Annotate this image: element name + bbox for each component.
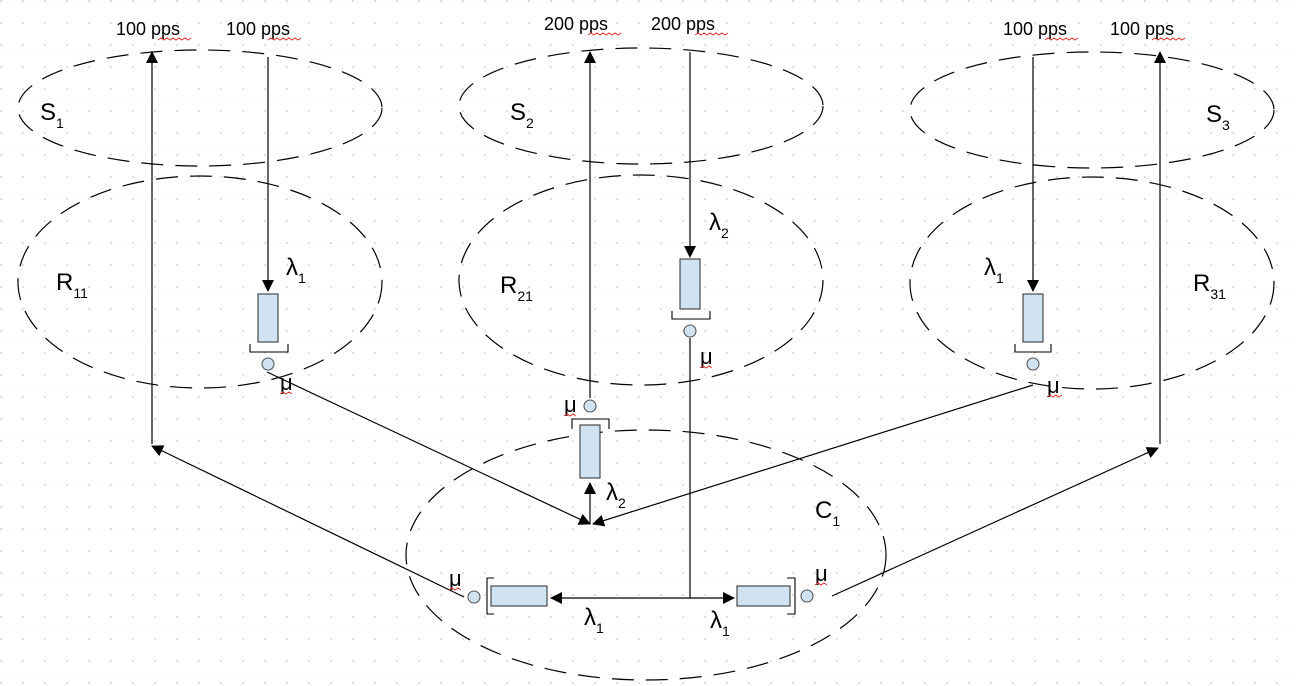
- spell-underline: [699, 365, 713, 369]
- spell-underline: [279, 391, 293, 395]
- r31-label: R31: [1193, 270, 1226, 302]
- c1-top-queue-bracket: [571, 418, 610, 429]
- r21-lambda-label: λ2: [709, 209, 729, 241]
- r21-queue-bracket: [671, 311, 711, 320]
- r21-queue: [679, 258, 701, 310]
- s1-send-rate: 100 pps: [226, 19, 290, 39]
- flow-c1-to-left-up: [151, 445, 465, 598]
- zone-r11: [17, 175, 383, 389]
- r21-mu-label: μ: [700, 344, 713, 369]
- c1-top-queue: [579, 424, 601, 479]
- r31-mu-label: μ: [1047, 373, 1060, 398]
- r11-label: R11: [56, 269, 88, 301]
- zone-r21: [458, 174, 824, 386]
- s2-return-rate: 200 pps: [544, 14, 608, 34]
- r31-queue: [1022, 293, 1044, 343]
- c1-left-server: [467, 590, 481, 604]
- c1-left-mu-label: μ: [449, 566, 462, 591]
- c1-left-queue-bracket: [486, 577, 494, 615]
- zone-c1: [405, 429, 887, 681]
- c1-right-mu-label: μ: [815, 561, 828, 586]
- zone-s3: [909, 51, 1275, 169]
- c1-left-queue: [490, 585, 548, 607]
- r11-mu-label: μ: [280, 370, 293, 395]
- flow-r31-to-c1: [592, 384, 1034, 527]
- r11-queue-bracket: [249, 344, 289, 353]
- zone-r31: [909, 176, 1275, 390]
- c1-right-queue: [736, 585, 791, 607]
- c1-top-server: [583, 399, 597, 413]
- r31-queue-bracket: [1014, 344, 1052, 353]
- r31-server: [1026, 357, 1040, 371]
- spell-underline: [563, 413, 577, 417]
- spell-underline: [814, 582, 828, 586]
- c1-right-server: [800, 589, 814, 603]
- spell-underline: [1044, 37, 1079, 41]
- c1-label: C1: [815, 497, 840, 529]
- flow-r11-to-c1: [266, 371, 591, 525]
- s1-return-rate: 100 pps: [116, 19, 180, 39]
- s3-return-rate: 100 pps: [1110, 19, 1174, 39]
- c1-right-lambda-label: λ1: [710, 607, 730, 639]
- zone-s2: [458, 47, 824, 165]
- s2-send-rate: 200 pps: [651, 14, 715, 34]
- spell-underline: [267, 37, 302, 41]
- flow-c1-to-right-up: [831, 447, 1159, 597]
- r11-queue: [257, 293, 279, 343]
- s3-label: S3: [1206, 101, 1230, 133]
- r31-lambda-label: λ1: [984, 254, 1004, 286]
- spell-underline: [694, 32, 729, 36]
- s1-label: S1: [40, 99, 64, 131]
- r11-server: [261, 357, 275, 371]
- r11-lambda-label: λ1: [286, 254, 306, 286]
- c1-right-queue-bracket: [787, 577, 796, 615]
- s3-send-rate: 100 pps: [1003, 19, 1067, 39]
- spell-underline: [448, 587, 462, 591]
- spell-underline: [157, 37, 192, 41]
- r21-label: R21: [500, 272, 533, 304]
- c1-top-mu-label: μ: [564, 392, 577, 417]
- s2-label: S2: [510, 99, 534, 131]
- spell-underline: [1046, 394, 1063, 398]
- zone-s1: [17, 49, 383, 167]
- spell-underline: [1151, 37, 1186, 41]
- c1-left-lambda-label: λ1: [584, 604, 604, 636]
- c1-top-lambda-label: λ2: [606, 479, 626, 511]
- spell-underline: [587, 32, 622, 36]
- r21-server: [683, 324, 697, 338]
